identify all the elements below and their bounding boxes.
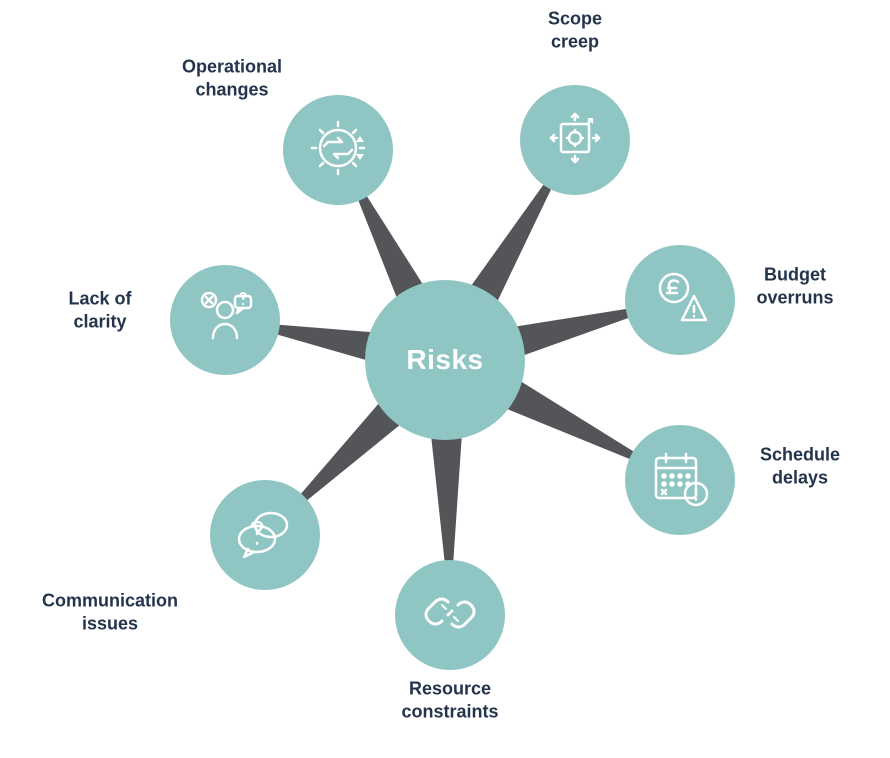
- label-lack-of-clarity: Lack of clarity: [68, 288, 131, 333]
- center-label: Risks: [406, 344, 483, 376]
- center-node: Risks: [365, 280, 525, 440]
- label-budget-overruns: Budget overruns: [756, 264, 833, 309]
- node-schedule-delays: [625, 425, 735, 535]
- label-schedule-delays: Schedule delays: [760, 444, 840, 489]
- label-resource: Resource constraints: [401, 678, 498, 723]
- node-lack-of-clarity: [170, 265, 280, 375]
- scope-icon: [543, 106, 607, 175]
- communication-icon: [233, 501, 297, 570]
- node-resource: [395, 560, 505, 670]
- operational-icon: [306, 116, 370, 185]
- budget-icon: [648, 266, 712, 335]
- schedule-icon: [648, 446, 712, 515]
- resource-icon: [418, 581, 482, 650]
- label-operational: Operational changes: [182, 56, 282, 101]
- node-budget-overruns: [625, 245, 735, 355]
- label-scope-creep: Scope creep: [548, 8, 602, 53]
- diagram-stage: Risks: [0, 0, 890, 758]
- node-operational: [283, 95, 393, 205]
- label-communication: Communication issues: [42, 590, 178, 635]
- node-scope-creep: [520, 85, 630, 195]
- node-communication: [210, 480, 320, 590]
- clarity-icon: [193, 286, 257, 355]
